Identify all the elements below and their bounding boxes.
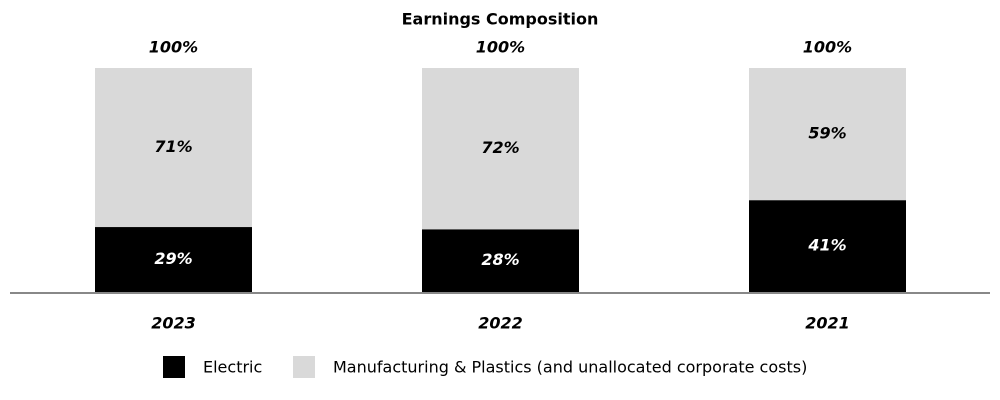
- x-tick-label: 2022: [478, 314, 523, 333]
- total-label: 100%: [476, 38, 525, 57]
- bar-segment: [422, 229, 579, 292]
- total-label: 100%: [803, 38, 852, 57]
- value-label: 41%: [807, 236, 846, 255]
- bar-segment: [749, 200, 906, 292]
- bar-segment: [749, 68, 906, 201]
- legend-label: Manufacturing & Plastics (and unallocate…: [333, 358, 807, 377]
- x-tick-label: 2021: [805, 314, 850, 333]
- chart-title: Earnings Composition: [402, 10, 599, 29]
- value-label: 71%: [154, 137, 192, 156]
- bar-segment: [422, 68, 579, 230]
- bar-segment: [95, 227, 252, 292]
- total-label: 100%: [149, 38, 198, 57]
- legend-label: Electric: [203, 358, 262, 377]
- value-label: 72%: [481, 138, 519, 157]
- legend-swatch: [293, 356, 315, 378]
- legend-swatch: [163, 356, 185, 378]
- value-label: 28%: [481, 250, 519, 269]
- x-tick-label: 2023: [151, 314, 196, 333]
- bar-segment: [95, 68, 252, 228]
- value-label: 59%: [808, 124, 846, 143]
- value-label: 29%: [154, 249, 192, 268]
